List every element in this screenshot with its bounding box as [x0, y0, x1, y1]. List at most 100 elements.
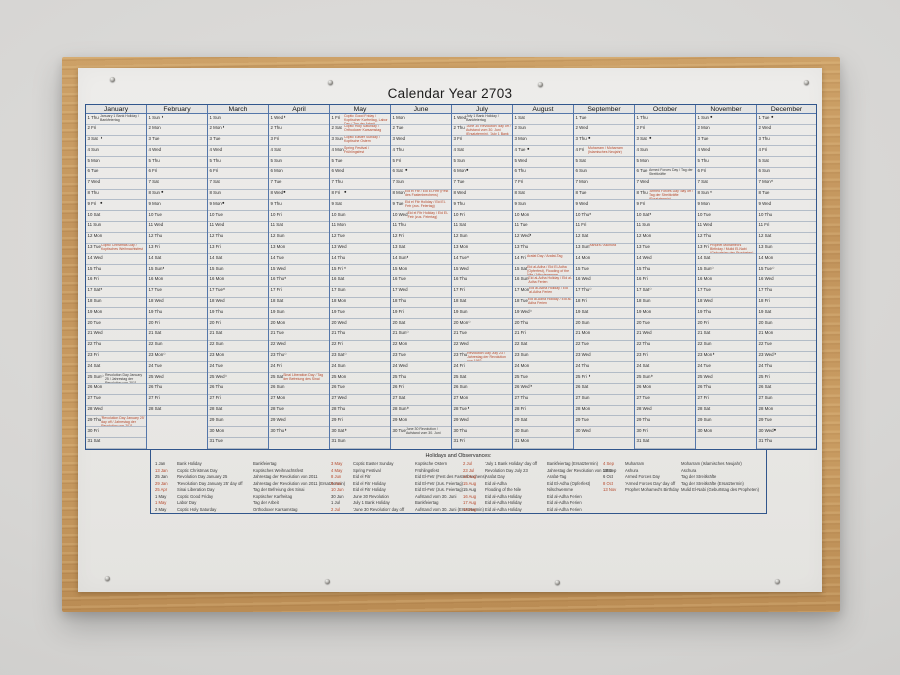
day-label: 20 Fri	[148, 319, 160, 325]
day-row: 11 Fri	[574, 222, 634, 233]
day-label: 5 Tue	[331, 157, 343, 163]
day-row: 13 Tue Coptic Christmas Day / Koptisches …	[86, 244, 146, 255]
day-row: 5 Mon	[86, 157, 146, 168]
day-row: 27 Tue	[635, 395, 695, 406]
day-label: 17 Tue	[209, 287, 223, 293]
day-label: 4 Wed	[697, 146, 711, 152]
day-row: 16 Mon	[208, 276, 268, 287]
legend-name-german: Mulid El-Nabi (Geburtstag des Propheten)	[681, 487, 759, 493]
day-row: 25 Fri	[757, 373, 816, 384]
day-label: 29 Sun	[697, 416, 712, 422]
day-label: 23 Fri	[636, 352, 648, 358]
day-row: 30 Thu	[452, 427, 512, 438]
day-row: 14 Tue	[269, 254, 329, 266]
legend-entry: 2 Jul 'June 30 Revolution' day off Aufstan…	[331, 507, 486, 514]
day-label: 17 Tue	[148, 287, 162, 293]
moon-phase-last-quarter-icon: ◑	[100, 135, 103, 141]
day-label: 15 Wed	[270, 265, 286, 271]
day-label: 27 Fri	[697, 395, 709, 401]
day-label: 2 Sat	[331, 125, 342, 131]
day-label: 3 Sat	[87, 136, 98, 142]
legend-entry: 10 Jun Eid el Fitr Holiday Eid El-Fetr (zu…	[331, 487, 486, 494]
day-row: 16 Sat	[330, 276, 390, 287]
day-row: 18 Sat	[452, 298, 512, 309]
day-label: 19 Mon	[87, 308, 103, 314]
day-row: 25 Fri ◑	[574, 373, 634, 384]
day-row: 8 Thu 'Armed Forces Day' day off / Tag de…	[635, 190, 695, 201]
day-row: 9 Tue Eid el Fitr Holiday / Eid El-Fetr (…	[391, 200, 451, 212]
day-label: 15 Thu	[636, 265, 651, 271]
holiday-note: Sinai Liberation Day / Tag der Befreiung…	[283, 373, 324, 381]
day-label: 15 Sun	[209, 265, 224, 271]
day-row: 4 Sat	[452, 146, 512, 158]
day-row: 30 Thu ◑	[269, 427, 329, 438]
day-row: 3 Tue	[696, 136, 756, 147]
moon-phase-last-quarter-icon: ◑	[161, 114, 164, 119]
day-label: 24 Mon	[514, 362, 530, 368]
day-label: 12 Sun	[453, 233, 468, 239]
legend-date: 30 Jun	[331, 493, 344, 499]
legend-date: 3 May	[331, 461, 343, 466]
day-label: 23 Sun	[514, 352, 529, 358]
day-row: 7 Mon ◐	[757, 179, 816, 190]
holiday-note: Eid al-Adha Holiday / Eid al-Adha Ferien	[528, 275, 572, 284]
day-row: 4 Mon Spring Festival / Frühlingsfest	[330, 146, 390, 158]
day-row: 23 Mon	[208, 352, 268, 363]
day-row: 14 Sun ◐	[391, 254, 451, 266]
day-row: 26 Sat	[757, 384, 816, 395]
day-row: 15 Mon	[391, 265, 451, 276]
day-row: 7 Wed	[86, 179, 146, 190]
day-row: 7 Sat	[147, 179, 207, 190]
day-row: 13 Thu	[513, 244, 573, 255]
day-label: 17 Mon	[514, 287, 530, 293]
month-rows: 1 Tue ● 2 Wed 3 Thu 4 Fri 5 Sat 6 Sun 7 Mon ◐ 8 T…	[757, 114, 816, 449]
month-header: September	[574, 105, 634, 114]
month-column-june: June 1 Mon 2 Tue 3 Wed 4 Thu 5 Fri 6 Sat ● 7 Sun…	[391, 105, 452, 449]
month-column-december: December 1 Tue ● 2 Wed 3 Thu 4 Fri 5 Sat 6 Sun 7…	[757, 105, 816, 449]
day-label: 24 Thu	[758, 362, 773, 368]
day-label: 4 Fri	[575, 146, 585, 152]
day-label: 4 Sun	[636, 146, 648, 152]
day-row: 8 Sun ●	[147, 190, 207, 201]
day-row: 2 Wed	[574, 125, 634, 136]
day-label: 7 Sat	[209, 179, 220, 185]
day-label: 1 Fri	[331, 114, 341, 120]
day-row: 21 Mon	[757, 330, 816, 341]
day-label: 29 Wed	[453, 416, 469, 422]
day-row: 12 Sat	[757, 233, 816, 244]
day-label: 20 Sat	[392, 319, 406, 325]
day-row: 31 Sat	[86, 438, 146, 449]
day-label: 23 Mon	[697, 352, 713, 358]
legend-date: 23 Jul	[463, 467, 475, 473]
day-label: 18 Fri	[758, 298, 770, 304]
day-row: 3 Fri	[269, 136, 329, 147]
moon-phase-full-icon: ○	[344, 351, 347, 357]
day-label: 12 Mon	[636, 233, 652, 239]
day-label: 4 Wed	[148, 146, 162, 152]
day-row: 26 Mon	[86, 384, 146, 395]
day-label: 26 Thu	[209, 384, 224, 390]
day-label: 23 Mon	[209, 352, 225, 358]
day-row: 12 Thu	[696, 233, 756, 244]
day-label: 13 Mon	[270, 244, 286, 250]
legend-name-german: Koptisches Weihnachtsfest	[253, 467, 304, 473]
moon-phase-full-icon: ○	[649, 286, 652, 292]
day-label: 20 Tue	[87, 319, 101, 325]
day-row: 13 Fri	[147, 244, 207, 255]
day-label: 9 Thu	[270, 200, 282, 206]
day-row: 3 Fri	[452, 136, 512, 147]
day-label: 16 Mon	[209, 276, 225, 282]
day-label: 2 Mon	[697, 125, 710, 131]
day-label: 23 Mon	[148, 352, 164, 358]
day-row: 16 Thu	[452, 276, 512, 287]
day-row: 17 Sun	[330, 287, 390, 298]
day-row: 18 Thu	[391, 298, 451, 309]
day-row: 10 Mon	[513, 211, 573, 222]
day-row: 16 Fri	[635, 276, 695, 287]
day-row: 2 Thu	[269, 125, 329, 136]
day-row: 25 Wed ○	[208, 373, 268, 384]
day-row: 26 Thu	[696, 384, 756, 395]
moon-phase-last-quarter-icon: ◑	[712, 351, 715, 357]
day-label: 3 Wed	[392, 136, 406, 142]
legend-date: 9 Jun	[331, 480, 342, 486]
